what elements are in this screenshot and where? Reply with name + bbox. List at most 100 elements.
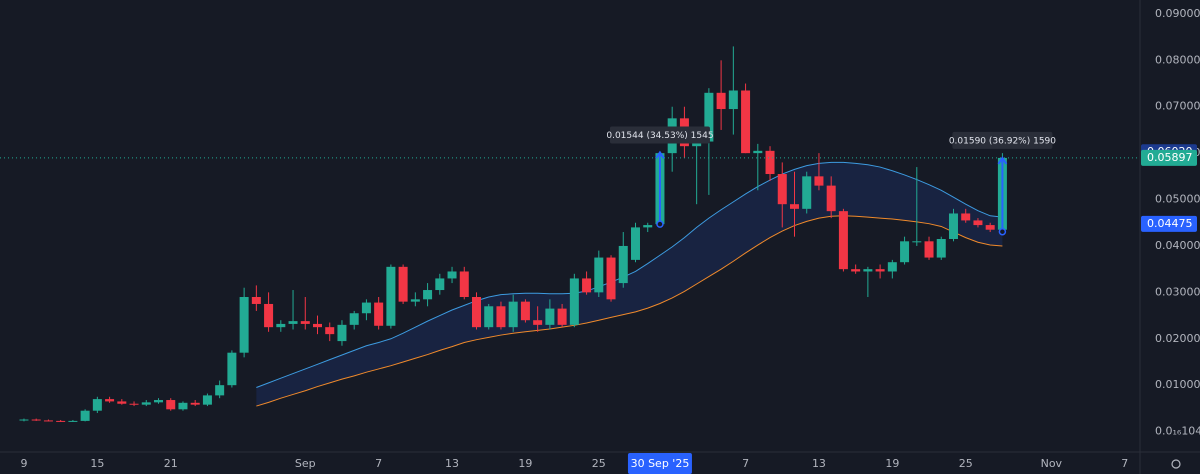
candle-body bbox=[239, 297, 249, 353]
price-label: 0.04475 bbox=[1147, 217, 1193, 230]
candle-body bbox=[56, 420, 66, 422]
candle-body bbox=[520, 301, 530, 321]
x-tick-label: 13 bbox=[812, 457, 826, 470]
measure-label: 0.01590 (36.92%) 1590 bbox=[949, 136, 1056, 146]
candle-body bbox=[264, 303, 274, 328]
band-upper-line bbox=[256, 161, 1003, 388]
candle-body bbox=[863, 269, 873, 272]
settings-gear[interactable] bbox=[1171, 459, 1181, 469]
candle bbox=[606, 255, 616, 302]
candle bbox=[948, 208, 958, 242]
x-tick-label: 25 bbox=[959, 457, 973, 470]
y-tick-label: 0.03000 bbox=[1155, 285, 1200, 298]
candle-body bbox=[594, 257, 604, 293]
candle-body bbox=[129, 403, 139, 405]
candle bbox=[826, 176, 836, 219]
crosshair-x-label: 30 Sep '25 bbox=[631, 457, 690, 470]
x-tick-label: 7 bbox=[1121, 457, 1128, 470]
candle-body bbox=[557, 308, 567, 325]
candle-body bbox=[569, 278, 579, 325]
candle bbox=[484, 303, 494, 330]
candle-body bbox=[496, 306, 506, 328]
candle-body bbox=[887, 262, 897, 272]
candle bbox=[190, 400, 200, 407]
x-tick-label: 21 bbox=[164, 457, 178, 470]
measure-start bbox=[998, 227, 1007, 236]
candle bbox=[215, 380, 225, 399]
candle bbox=[288, 290, 298, 330]
candle bbox=[92, 396, 102, 414]
candle-body bbox=[533, 320, 543, 325]
candle bbox=[802, 171, 812, 214]
candle bbox=[459, 266, 469, 300]
candle bbox=[349, 310, 359, 330]
candle bbox=[117, 399, 127, 405]
y-tick-label: 0.01000 bbox=[1155, 378, 1200, 391]
candle bbox=[471, 292, 481, 330]
x-tick-label: 7 bbox=[742, 457, 749, 470]
candle-body bbox=[447, 271, 457, 279]
x-tick-label: 15 bbox=[90, 457, 104, 470]
candle-body bbox=[924, 241, 934, 258]
candle bbox=[741, 83, 751, 154]
candle-body bbox=[276, 323, 286, 328]
candle-body bbox=[948, 213, 958, 239]
x-tick-label: 9 bbox=[20, 457, 27, 470]
measure-label: 0.01544 (34.53%) 1545 bbox=[606, 131, 713, 141]
candle-body bbox=[313, 323, 323, 328]
candle-body bbox=[826, 185, 836, 212]
x-tick-label: 25 bbox=[592, 457, 606, 470]
candle-body bbox=[227, 352, 237, 386]
candle-body bbox=[423, 290, 433, 300]
candle bbox=[202, 393, 212, 407]
candle bbox=[630, 222, 640, 263]
candle bbox=[80, 409, 90, 422]
candle-body bbox=[936, 238, 946, 258]
plot-area bbox=[19, 46, 1007, 422]
candle-body bbox=[912, 241, 922, 243]
candle-body bbox=[753, 150, 763, 154]
candle bbox=[789, 171, 799, 237]
candle-body bbox=[692, 141, 702, 147]
candle bbox=[765, 146, 775, 181]
candle bbox=[961, 208, 971, 223]
candle-body bbox=[545, 308, 555, 325]
candle bbox=[239, 287, 249, 358]
candle-body bbox=[582, 278, 592, 293]
candle bbox=[447, 266, 457, 284]
candle bbox=[19, 418, 29, 422]
candle bbox=[777, 162, 787, 228]
measure-box bbox=[952, 131, 1053, 149]
candle-body bbox=[410, 299, 420, 302]
candle-body bbox=[716, 92, 726, 110]
candle-body bbox=[802, 176, 812, 209]
x-tick-label: Nov bbox=[1041, 457, 1063, 470]
crosshair-x-box bbox=[627, 453, 692, 474]
candle-body bbox=[80, 410, 90, 421]
candle-body bbox=[704, 92, 714, 142]
candle-body bbox=[630, 227, 640, 260]
candle-body bbox=[728, 90, 738, 110]
candle bbox=[508, 294, 518, 332]
y-tick-label: 0.05000 bbox=[1155, 193, 1200, 206]
candle bbox=[887, 259, 897, 279]
settings-icon[interactable] bbox=[1171, 459, 1181, 469]
candle-body bbox=[508, 301, 518, 328]
candle-body bbox=[789, 204, 799, 209]
candle-body bbox=[398, 266, 408, 302]
candle bbox=[154, 398, 164, 404]
candle bbox=[814, 153, 824, 191]
measure-arrowhead bbox=[997, 156, 1008, 165]
candle-body bbox=[251, 297, 261, 304]
candle-body bbox=[777, 174, 787, 205]
measure-start bbox=[656, 220, 664, 228]
candle bbox=[43, 419, 53, 422]
candle bbox=[105, 396, 115, 403]
candle bbox=[557, 303, 567, 328]
candle bbox=[374, 297, 384, 330]
price-label-box bbox=[1141, 215, 1197, 232]
candle-body bbox=[178, 402, 188, 410]
candle-body bbox=[643, 225, 653, 228]
candle bbox=[398, 264, 408, 304]
candle bbox=[141, 400, 151, 407]
